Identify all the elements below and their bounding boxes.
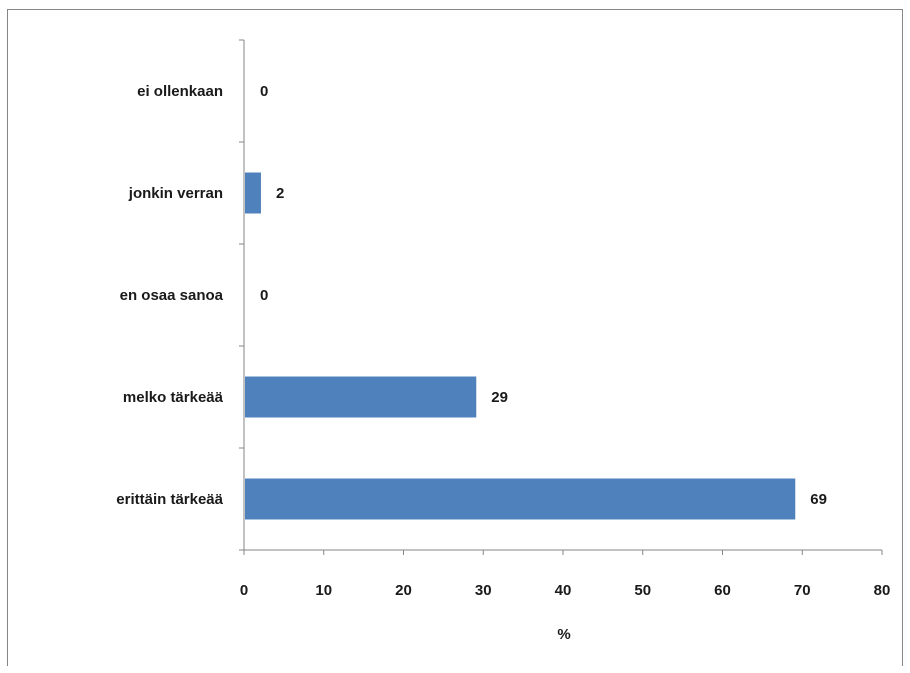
bar (245, 172, 261, 214)
x-tick-label: 70 (794, 582, 811, 599)
bar (245, 376, 477, 418)
bars (245, 172, 796, 520)
bar (245, 478, 796, 520)
category-label: en osaa sanoa (120, 287, 224, 304)
x-tick-label: 40 (555, 582, 572, 599)
x-tick-label: 0 (240, 582, 248, 599)
category-label: erittäin tärkeää (116, 491, 223, 508)
x-tick-label: 80 (874, 582, 891, 599)
x-tick-label: 50 (634, 582, 651, 599)
x-tick-label: 10 (315, 582, 332, 599)
data-label: 29 (491, 389, 508, 406)
category-label: melko tärkeää (123, 389, 224, 406)
x-tick-label: 60 (714, 582, 731, 599)
data-label: 69 (810, 491, 827, 508)
x-axis-title: % (557, 626, 570, 643)
axes (239, 39, 883, 555)
x-tick-label: 30 (475, 582, 492, 599)
category-label: ei ollenkaan (137, 83, 223, 100)
category-label: jonkin verran (128, 185, 223, 202)
data-label: 2 (276, 185, 284, 202)
data-label: 0 (260, 287, 268, 304)
data-label: 0 (260, 83, 268, 100)
chart-frame (7, 9, 903, 666)
x-tick-label: 20 (395, 582, 412, 599)
